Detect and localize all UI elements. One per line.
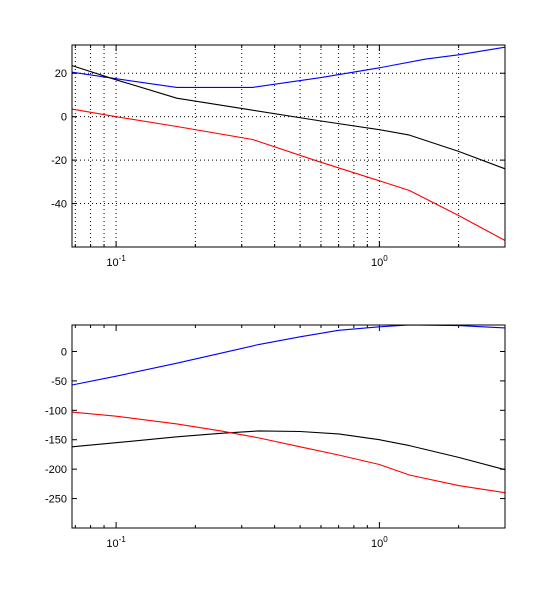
series-line-1 <box>71 46 506 88</box>
magnitude-plot: 10-1 100 20 0 -20 -40 <box>51 44 506 269</box>
y-tick-label: 0 <box>61 112 67 124</box>
y-tick-label: -100 <box>45 405 67 417</box>
y-tick-label: 0 <box>61 346 67 358</box>
y-tick-label: -20 <box>51 155 67 167</box>
plot-area <box>72 45 505 247</box>
y-tick-label: -200 <box>45 464 67 476</box>
x-tick-label: 10-1 <box>106 254 126 269</box>
y-tick-label: -150 <box>45 435 67 447</box>
y-tick-label: -50 <box>51 376 67 388</box>
axes-frame <box>71 324 506 529</box>
y-tick-label: 20 <box>55 68 67 80</box>
series-line-2 <box>71 430 506 471</box>
y-tick-label: -250 <box>45 494 67 506</box>
axes-frame <box>71 44 506 248</box>
series-line-3 <box>71 108 506 241</box>
x-tick-label: 100 <box>371 535 388 550</box>
series-line-3 <box>71 411 506 494</box>
phase-plot: 10-1 100 0 -50 -100 -150 -200 -250 <box>45 324 506 550</box>
series-line-2 <box>71 65 506 170</box>
x-tick-label: 100 <box>371 254 388 269</box>
y-tick-label: -40 <box>51 199 67 211</box>
x-tick-label: 10-1 <box>106 535 126 550</box>
plot-area <box>72 325 505 528</box>
